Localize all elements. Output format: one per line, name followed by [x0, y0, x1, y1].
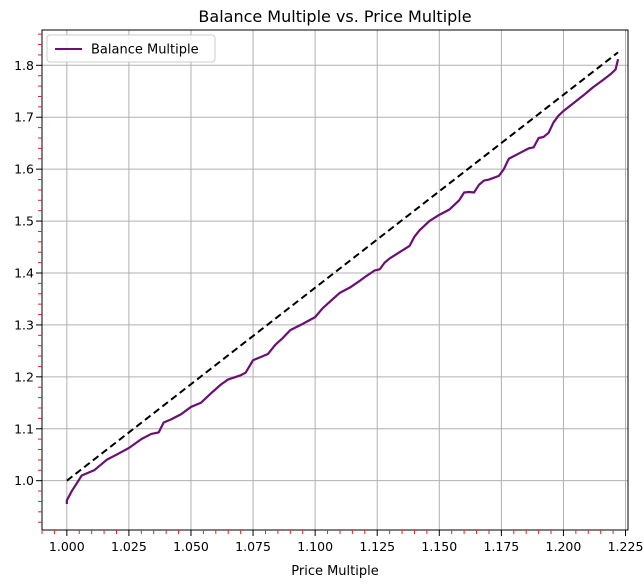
reference-line — [66, 51, 619, 482]
x-tick-label: 1.125 — [359, 539, 395, 554]
y-tick-label: 1.3 — [14, 317, 34, 332]
series-line-balance-multiple — [65, 58, 620, 505]
x-tick-label: 1.050 — [173, 539, 209, 554]
plot-frame — [41, 29, 629, 531]
x-tick-label: 1.150 — [421, 539, 457, 554]
y-tick-label: 1.0 — [14, 473, 34, 488]
legend-label: Balance Multiple — [91, 43, 199, 58]
y-tick-label: 1.4 — [14, 265, 34, 280]
y-tick-label: 1.2 — [14, 369, 34, 384]
y-tick-label: 1.6 — [14, 162, 34, 177]
x-tick-label: 1.100 — [297, 539, 333, 554]
series-layer — [65, 51, 620, 505]
x-tick-label: 1.025 — [111, 539, 147, 554]
y-tick-label: 1.5 — [14, 214, 34, 229]
y-tick-label: 1.1 — [14, 421, 34, 436]
x-axis-ticks: 1.000 1.025 1.050 1.075 1.100 1.125 1.150 1.175… — [49, 530, 643, 554]
x-tick-label: 1.075 — [235, 539, 271, 554]
y-tick-label: 1.7 — [14, 110, 34, 125]
x-tick-label: 1.175 — [483, 539, 519, 554]
grid-lines — [42, 30, 628, 530]
x-tick-label: 1.225 — [608, 539, 644, 554]
y-tick-label: 1.8 — [14, 58, 34, 73]
chart-title: Balance Multiple vs. Price Multiple — [198, 7, 471, 26]
legend-box — [46, 34, 216, 63]
x-tick-label: 1.200 — [546, 539, 582, 554]
x-tick-label: 1.000 — [49, 539, 85, 554]
x-axis-label: Price Multiple — [291, 564, 378, 579]
minor-ticks — [38, 33, 614, 534]
y-axis-ticks: 1.0 1.1 1.2 1.3 1.4 1.5 1.6 1.7 1.8 — [14, 58, 42, 488]
legend: Balance Multiple — [46, 34, 216, 63]
